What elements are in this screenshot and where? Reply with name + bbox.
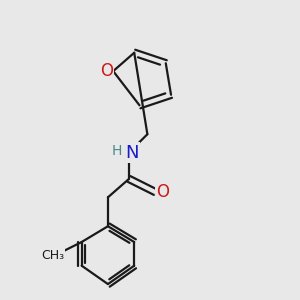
Text: N: N: [125, 144, 139, 162]
Text: O: O: [100, 62, 113, 80]
Text: H: H: [112, 144, 122, 158]
Text: O: O: [156, 183, 169, 201]
Text: CH₃: CH₃: [41, 249, 64, 262]
